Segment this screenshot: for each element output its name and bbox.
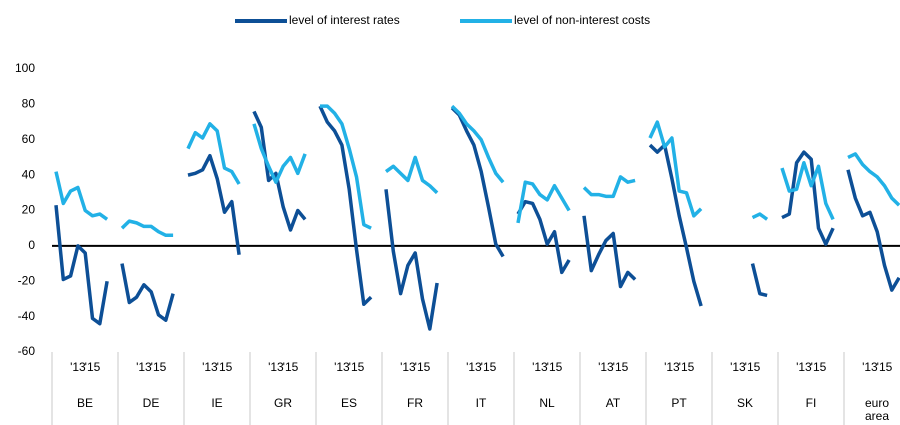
category-label: IE xyxy=(211,396,223,410)
period-label: '15 xyxy=(349,360,365,374)
legend-label: level of non-interest costs xyxy=(514,13,650,27)
period-label: '15 xyxy=(85,360,101,374)
period-label: '13 xyxy=(862,360,878,374)
y-tick-label: -60 xyxy=(18,344,36,358)
y-tick-label: 60 xyxy=(22,132,36,146)
series-line xyxy=(54,171,109,221)
period-label: '13 xyxy=(466,360,482,374)
period-label: '13 xyxy=(268,360,284,374)
category-label: FI xyxy=(805,396,817,410)
category-label: euro area xyxy=(864,396,890,423)
series-line xyxy=(450,104,505,184)
period-label: '13 xyxy=(796,360,812,374)
category-label: ES xyxy=(340,396,357,410)
period-label: '15 xyxy=(547,360,563,374)
series-line xyxy=(648,143,703,307)
series-line xyxy=(186,122,241,185)
series-line xyxy=(187,153,241,255)
period-label: '15 xyxy=(415,360,431,374)
series-line xyxy=(450,106,505,258)
period-label: '13 xyxy=(202,360,218,374)
series-line xyxy=(252,123,307,184)
period-label: '15 xyxy=(481,360,497,374)
series-line xyxy=(780,160,835,221)
series-line xyxy=(751,212,769,221)
series-line xyxy=(648,120,703,218)
period-label: '15 xyxy=(217,360,233,374)
series-line xyxy=(384,189,439,331)
y-tick-label: 20 xyxy=(22,203,36,217)
series-line xyxy=(54,205,109,326)
series-line xyxy=(582,215,637,289)
series-line xyxy=(252,110,307,232)
period-label: '13 xyxy=(136,360,152,374)
period-label: '13 xyxy=(334,360,350,374)
period-label: '15 xyxy=(283,360,299,374)
category-label: IT xyxy=(475,396,487,410)
period-label: '15 xyxy=(679,360,695,374)
category-label: FR xyxy=(407,396,423,410)
series-line xyxy=(320,104,372,230)
series-line xyxy=(318,105,373,306)
y-tick-label: 0 xyxy=(28,238,35,252)
period-label: '13 xyxy=(70,360,86,374)
y-tick-label: 100 xyxy=(15,61,35,75)
category-label: NL xyxy=(539,396,555,410)
series-line xyxy=(781,150,835,246)
y-tick-label: 80 xyxy=(22,97,36,111)
period-label: '13 xyxy=(400,360,416,374)
period-label: '15 xyxy=(877,360,893,374)
period-label: '15 xyxy=(613,360,629,374)
category-label: DE xyxy=(142,396,160,410)
series-line xyxy=(516,180,571,224)
period-label: '13 xyxy=(730,360,746,374)
legend-label: level of interest rates xyxy=(289,13,400,27)
category-label: AT xyxy=(605,396,621,410)
y-tick-label: -40 xyxy=(18,309,36,323)
period-label: '13 xyxy=(598,360,614,374)
category-label: BE xyxy=(76,396,93,410)
series-line xyxy=(384,155,439,195)
series-line xyxy=(120,263,175,322)
category-label: SK xyxy=(736,396,753,410)
period-label: '13 xyxy=(664,360,680,374)
category-label: PT xyxy=(671,396,687,410)
series-line xyxy=(120,219,174,238)
period-label: '13 xyxy=(532,360,548,374)
y-tick-label: 40 xyxy=(22,167,36,181)
period-label: '15 xyxy=(745,360,761,374)
category-label: GR xyxy=(274,396,292,410)
y-tick-label: -20 xyxy=(18,273,36,287)
series-line xyxy=(846,169,900,292)
series-line xyxy=(750,263,768,298)
series-line xyxy=(847,152,900,207)
series-line xyxy=(516,199,571,275)
period-label: '15 xyxy=(151,360,167,374)
period-label: '15 xyxy=(811,360,827,374)
series-line xyxy=(582,175,636,199)
